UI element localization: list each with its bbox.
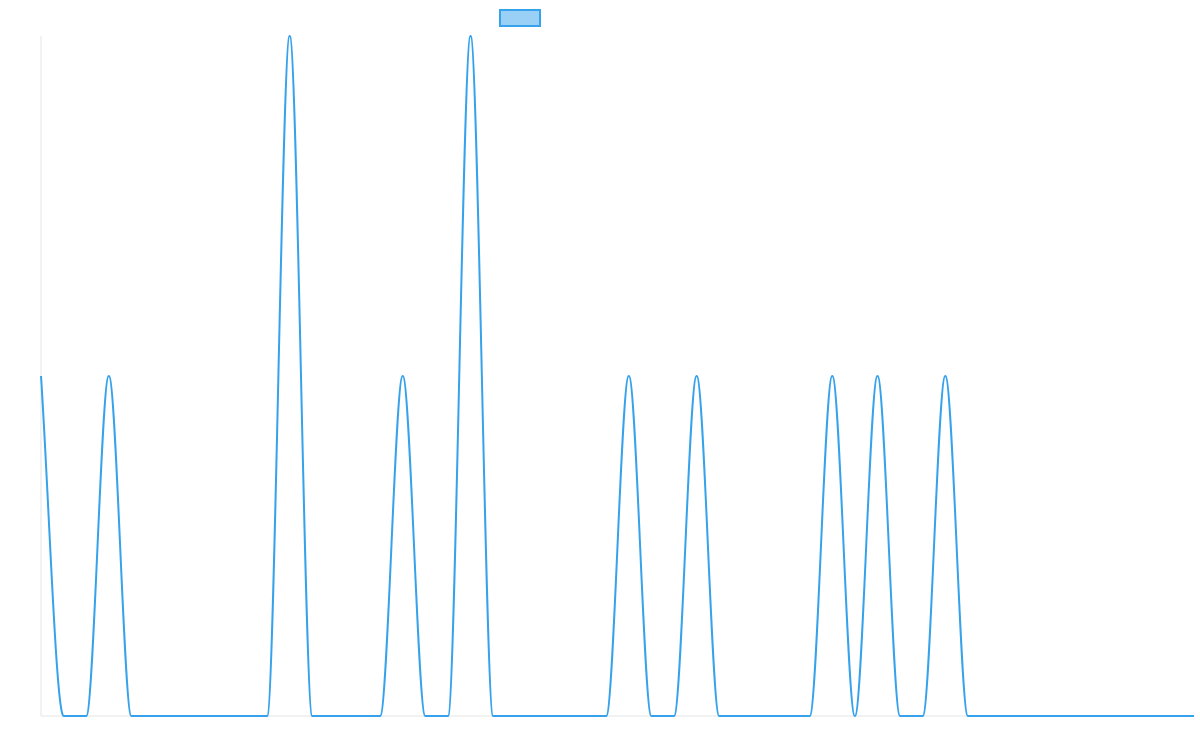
data-point[interactable] (807, 713, 813, 719)
data-point[interactable] (468, 33, 474, 39)
data-point[interactable] (535, 713, 541, 719)
data-point[interactable] (106, 373, 112, 379)
data-point[interactable] (355, 713, 361, 719)
data-point[interactable] (874, 373, 880, 379)
data-point[interactable] (1078, 713, 1084, 719)
axes (40, 36, 1194, 717)
data-point[interactable] (761, 713, 767, 719)
data-point[interactable] (513, 713, 519, 719)
data-point[interactable] (241, 713, 247, 719)
series-line (40, 35, 1194, 717)
data-point[interactable] (445, 713, 451, 719)
data-point[interactable] (332, 713, 338, 719)
data-point[interactable] (988, 713, 994, 719)
data-point[interactable] (287, 33, 293, 39)
data-point[interactable] (852, 713, 858, 719)
data-point[interactable] (1101, 713, 1107, 719)
data-point[interactable] (1168, 713, 1174, 719)
data-point[interactable] (581, 713, 587, 719)
data-point[interactable] (151, 713, 157, 719)
data-point[interactable] (1033, 713, 1039, 719)
data-point[interactable] (38, 373, 44, 379)
data-point[interactable] (648, 713, 654, 719)
data-point[interactable] (1055, 713, 1061, 719)
data-point[interactable] (309, 713, 315, 719)
data-point[interactable] (174, 713, 180, 719)
data-point[interactable] (422, 713, 428, 719)
data-point[interactable] (196, 713, 202, 719)
data-point[interactable] (671, 713, 677, 719)
data-point[interactable] (829, 373, 835, 379)
data-point[interactable] (603, 713, 609, 719)
data-point[interactable] (1146, 713, 1152, 719)
data-point[interactable] (1191, 713, 1197, 719)
data-point[interactable] (965, 713, 971, 719)
series-group (38, 33, 1197, 719)
data-point[interactable] (400, 373, 406, 379)
data-point[interactable] (784, 713, 790, 719)
data-point[interactable] (264, 713, 270, 719)
data-point[interactable] (920, 713, 926, 719)
data-point[interactable] (897, 713, 903, 719)
data-point[interactable] (219, 713, 225, 719)
data-point[interactable] (694, 373, 700, 379)
legend-swatch[interactable] (499, 9, 541, 27)
data-point[interactable] (942, 373, 948, 379)
data-point[interactable] (490, 713, 496, 719)
data-point[interactable] (83, 713, 89, 719)
data-point[interactable] (61, 713, 67, 719)
data-point[interactable] (128, 713, 134, 719)
data-point[interactable] (739, 713, 745, 719)
data-point[interactable] (1123, 713, 1129, 719)
legend[interactable] (499, 9, 541, 27)
data-point[interactable] (377, 713, 383, 719)
data-point[interactable] (558, 713, 564, 719)
data-point[interactable] (626, 373, 632, 379)
data-point[interactable] (1010, 713, 1016, 719)
data-point[interactable] (716, 713, 722, 719)
